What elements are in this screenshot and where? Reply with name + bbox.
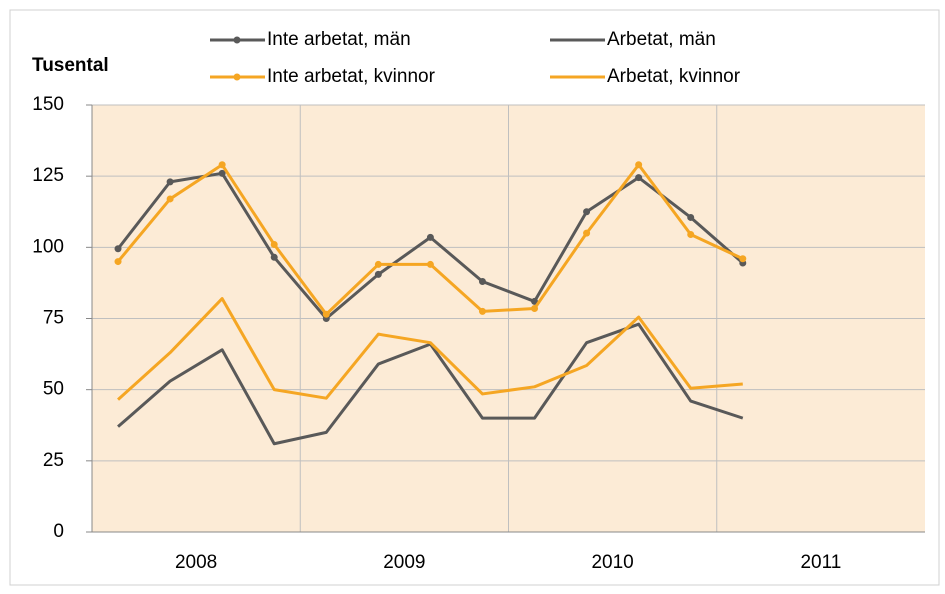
y-tick-label: 150 (32, 94, 64, 115)
line-marker (374, 270, 382, 278)
y-tick-label: 0 (53, 521, 64, 542)
line-marker (583, 208, 591, 216)
line-marker (426, 260, 434, 268)
legend-label: Inte arbetat, kvinnor (267, 66, 436, 87)
line-marker (218, 169, 226, 177)
line-marker (531, 297, 539, 305)
line-marker (635, 174, 643, 182)
x-tick-label: 2011 (800, 552, 841, 573)
y-tick-label: 50 (43, 379, 64, 400)
legend-label: Inte arbetat, män (267, 29, 411, 50)
x-tick-label: 2010 (591, 552, 633, 573)
y-tick-label: 75 (43, 308, 64, 329)
line-marker (114, 245, 122, 253)
line-marker (218, 161, 226, 169)
line-marker (478, 277, 486, 285)
line-series (117, 297, 743, 401)
line-marker (166, 178, 174, 186)
line-marker (270, 240, 278, 248)
legend-label: Arbetat, män (607, 29, 716, 50)
line-marker (114, 258, 122, 266)
line-marker (687, 231, 695, 239)
line-marker (270, 253, 278, 261)
line-marker (635, 161, 643, 169)
y-axis-label: Tusental (32, 55, 109, 76)
y-tick-label: 125 (32, 165, 64, 186)
line-marker (583, 229, 591, 237)
x-tick-label: 2008 (175, 552, 217, 573)
line-marker (322, 310, 330, 318)
line-marker (687, 213, 695, 221)
line-marker (739, 255, 747, 263)
line-marker (426, 233, 434, 241)
legend-label: Arbetat, kvinnor (607, 66, 741, 87)
legend-marker (233, 36, 241, 44)
line-marker (531, 305, 539, 313)
y-tick-label: 100 (32, 236, 64, 257)
x-tick-label: 2009 (383, 552, 425, 573)
line-marker (478, 307, 486, 315)
line-marker (374, 260, 382, 268)
y-tick-label: 25 (43, 450, 64, 471)
legend-marker (233, 73, 241, 81)
line-marker (166, 195, 174, 203)
